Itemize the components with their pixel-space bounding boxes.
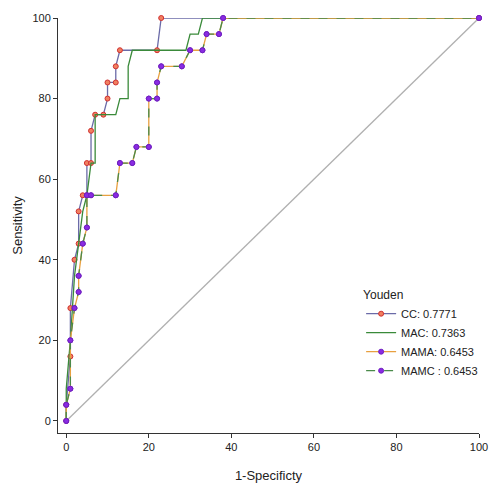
- svg-text:1-Specificty: 1-Specificty: [235, 468, 303, 483]
- svg-text:MAMC : 0.6453: MAMC : 0.6453: [401, 365, 477, 377]
- svg-text:60: 60: [308, 441, 320, 453]
- svg-text:CC: 0.7771: CC: 0.7771: [401, 308, 457, 320]
- svg-text:20: 20: [143, 441, 155, 453]
- svg-text:MAMA: 0.6453: MAMA: 0.6453: [401, 346, 474, 358]
- svg-text:80: 80: [39, 92, 51, 104]
- svg-text:Sensitivity: Sensitivity: [10, 196, 25, 255]
- svg-text:100: 100: [32, 12, 50, 24]
- svg-text:MAC: 0.7363: MAC: 0.7363: [401, 327, 465, 339]
- svg-text:40: 40: [39, 254, 51, 266]
- svg-text:0: 0: [63, 441, 69, 453]
- svg-text:20: 20: [39, 334, 51, 346]
- svg-text:Youden: Youden: [363, 288, 403, 302]
- svg-text:80: 80: [390, 441, 402, 453]
- svg-text:0: 0: [45, 415, 51, 427]
- svg-text:40: 40: [225, 441, 237, 453]
- svg-text:100: 100: [470, 441, 488, 453]
- svg-text:60: 60: [39, 173, 51, 185]
